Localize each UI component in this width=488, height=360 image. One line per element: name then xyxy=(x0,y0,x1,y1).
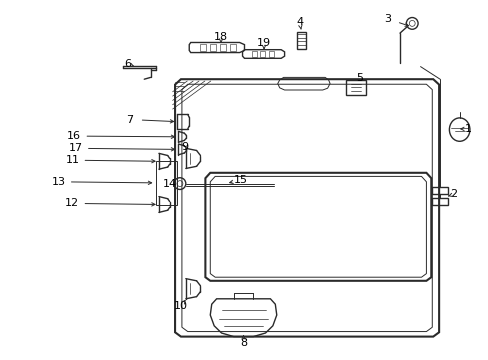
Text: 4: 4 xyxy=(296,17,303,27)
Text: 9: 9 xyxy=(181,142,188,152)
Bar xyxy=(229,44,235,51)
Text: 1: 1 xyxy=(464,124,471,134)
Text: 7: 7 xyxy=(126,114,133,125)
Bar xyxy=(297,32,305,49)
Bar xyxy=(346,80,365,95)
Text: 13: 13 xyxy=(52,177,65,187)
Text: 2: 2 xyxy=(449,189,456,199)
Text: 12: 12 xyxy=(65,198,79,208)
Text: 18: 18 xyxy=(214,32,227,42)
Bar xyxy=(431,198,447,205)
Bar xyxy=(155,161,177,205)
Text: 19: 19 xyxy=(257,38,270,48)
Text: 14: 14 xyxy=(163,179,177,189)
Bar xyxy=(251,51,256,57)
Text: 10: 10 xyxy=(174,301,187,311)
Bar xyxy=(268,51,273,57)
Bar xyxy=(220,44,225,51)
Text: 5: 5 xyxy=(355,73,362,84)
Text: 3: 3 xyxy=(383,14,390,24)
Text: 16: 16 xyxy=(67,131,81,141)
Bar xyxy=(210,44,216,51)
Text: 6: 6 xyxy=(124,59,131,69)
Text: 17: 17 xyxy=(69,143,82,153)
Text: 15: 15 xyxy=(233,175,247,185)
Text: 8: 8 xyxy=(240,338,246,348)
Text: 11: 11 xyxy=(65,155,79,165)
Bar xyxy=(260,51,264,57)
Bar xyxy=(431,187,447,194)
Bar xyxy=(200,44,206,51)
